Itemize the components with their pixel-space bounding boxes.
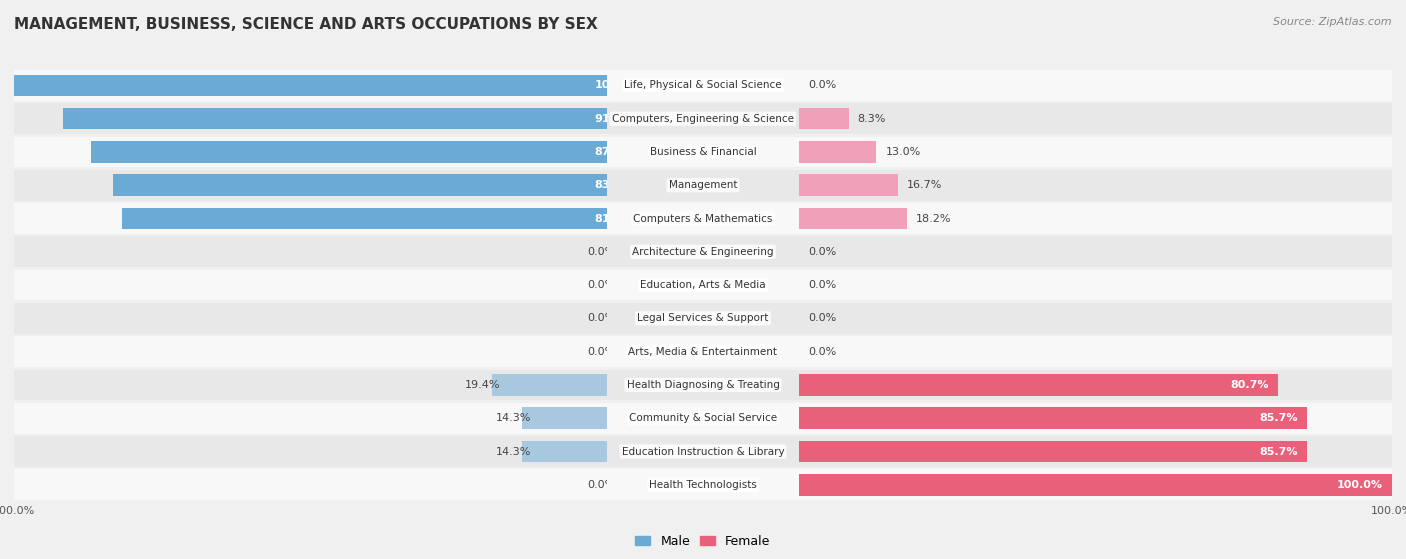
Text: Computers & Mathematics: Computers & Mathematics bbox=[633, 214, 773, 224]
Bar bbox=[0, 103, 1406, 134]
Bar bbox=[800, 208, 907, 229]
Text: 85.7%: 85.7% bbox=[1260, 447, 1298, 457]
Bar bbox=[800, 374, 1278, 396]
Bar bbox=[0, 436, 1406, 467]
Bar bbox=[0, 337, 1406, 367]
Bar bbox=[0, 403, 1406, 434]
Text: 80.7%: 80.7% bbox=[1230, 380, 1268, 390]
Bar bbox=[91, 141, 606, 163]
Bar bbox=[0, 270, 1406, 300]
Text: Education Instruction & Library: Education Instruction & Library bbox=[621, 447, 785, 457]
Bar bbox=[0, 103, 1406, 134]
Bar bbox=[800, 141, 876, 163]
Text: Management: Management bbox=[669, 180, 737, 190]
Text: Legal Services & Support: Legal Services & Support bbox=[637, 314, 769, 323]
Bar bbox=[0, 70, 1406, 101]
Bar bbox=[0, 203, 1406, 234]
Bar bbox=[0, 303, 1406, 334]
Text: 16.7%: 16.7% bbox=[907, 180, 942, 190]
Bar bbox=[112, 174, 606, 196]
Bar bbox=[0, 403, 1406, 434]
Bar bbox=[63, 108, 606, 130]
Bar bbox=[800, 108, 849, 130]
Text: Health Technologists: Health Technologists bbox=[650, 480, 756, 490]
Text: Arts, Media & Entertainment: Arts, Media & Entertainment bbox=[628, 347, 778, 357]
Text: 0.0%: 0.0% bbox=[808, 314, 837, 323]
Text: Education, Arts & Media: Education, Arts & Media bbox=[640, 280, 766, 290]
Bar bbox=[0, 136, 1406, 167]
Text: Health Diagnosing & Treating: Health Diagnosing & Treating bbox=[627, 380, 779, 390]
Bar bbox=[492, 374, 606, 396]
Text: 18.2%: 18.2% bbox=[917, 214, 952, 224]
Bar bbox=[0, 270, 1406, 300]
Text: Community & Social Service: Community & Social Service bbox=[628, 413, 778, 423]
Text: 0.0%: 0.0% bbox=[588, 347, 616, 357]
Bar bbox=[0, 170, 1406, 201]
Bar bbox=[0, 70, 1406, 101]
Bar bbox=[0, 436, 1406, 467]
Text: 13.0%: 13.0% bbox=[886, 147, 921, 157]
Bar bbox=[14, 74, 606, 96]
Bar bbox=[800, 174, 898, 196]
Bar bbox=[0, 403, 1406, 434]
Bar bbox=[0, 70, 1406, 101]
Bar bbox=[0, 236, 1406, 267]
Bar bbox=[0, 136, 1406, 167]
Bar bbox=[0, 369, 1406, 400]
Bar bbox=[800, 474, 1392, 496]
Text: 87.0%: 87.0% bbox=[595, 147, 633, 157]
Bar bbox=[0, 203, 1406, 234]
Text: 0.0%: 0.0% bbox=[808, 247, 837, 257]
Bar bbox=[0, 236, 1406, 267]
Text: 0.0%: 0.0% bbox=[588, 480, 616, 490]
Text: 100.0%: 100.0% bbox=[1337, 480, 1384, 490]
Bar bbox=[0, 436, 1406, 467]
Text: Life, Physical & Social Science: Life, Physical & Social Science bbox=[624, 80, 782, 91]
Text: 0.0%: 0.0% bbox=[808, 280, 837, 290]
Bar bbox=[0, 170, 1406, 201]
Text: Source: ZipAtlas.com: Source: ZipAtlas.com bbox=[1274, 17, 1392, 27]
Text: 85.7%: 85.7% bbox=[1260, 413, 1298, 423]
Text: 100.0%: 100.0% bbox=[595, 80, 641, 91]
Bar bbox=[0, 470, 1406, 500]
Bar bbox=[522, 408, 606, 429]
Text: 81.8%: 81.8% bbox=[595, 214, 633, 224]
Text: Architecture & Engineering: Architecture & Engineering bbox=[633, 247, 773, 257]
Text: Computers, Engineering & Science: Computers, Engineering & Science bbox=[612, 113, 794, 124]
Text: 14.3%: 14.3% bbox=[495, 447, 530, 457]
Bar bbox=[0, 303, 1406, 334]
Bar bbox=[0, 136, 1406, 167]
Text: 8.3%: 8.3% bbox=[858, 113, 886, 124]
Text: 83.3%: 83.3% bbox=[595, 180, 633, 190]
Bar bbox=[0, 369, 1406, 400]
Bar bbox=[0, 236, 1406, 267]
Text: 0.0%: 0.0% bbox=[588, 314, 616, 323]
Bar bbox=[0, 103, 1406, 134]
Text: 0.0%: 0.0% bbox=[808, 80, 837, 91]
Bar bbox=[522, 440, 606, 462]
Text: 0.0%: 0.0% bbox=[588, 247, 616, 257]
Bar bbox=[0, 369, 1406, 400]
Bar bbox=[0, 470, 1406, 500]
Bar bbox=[122, 208, 606, 229]
Text: 0.0%: 0.0% bbox=[588, 280, 616, 290]
Text: 0.0%: 0.0% bbox=[808, 347, 837, 357]
Text: 14.3%: 14.3% bbox=[495, 413, 530, 423]
Text: Business & Financial: Business & Financial bbox=[650, 147, 756, 157]
Bar bbox=[0, 170, 1406, 201]
Text: 19.4%: 19.4% bbox=[465, 380, 501, 390]
Bar bbox=[0, 470, 1406, 500]
Text: MANAGEMENT, BUSINESS, SCIENCE AND ARTS OCCUPATIONS BY SEX: MANAGEMENT, BUSINESS, SCIENCE AND ARTS O… bbox=[14, 17, 598, 32]
Bar bbox=[0, 337, 1406, 367]
Legend: Male, Female: Male, Female bbox=[630, 530, 776, 553]
Text: 91.7%: 91.7% bbox=[595, 113, 634, 124]
Bar bbox=[0, 270, 1406, 300]
Bar bbox=[800, 408, 1308, 429]
Bar bbox=[0, 337, 1406, 367]
Bar bbox=[0, 303, 1406, 334]
Bar bbox=[0, 203, 1406, 234]
Bar bbox=[800, 440, 1308, 462]
